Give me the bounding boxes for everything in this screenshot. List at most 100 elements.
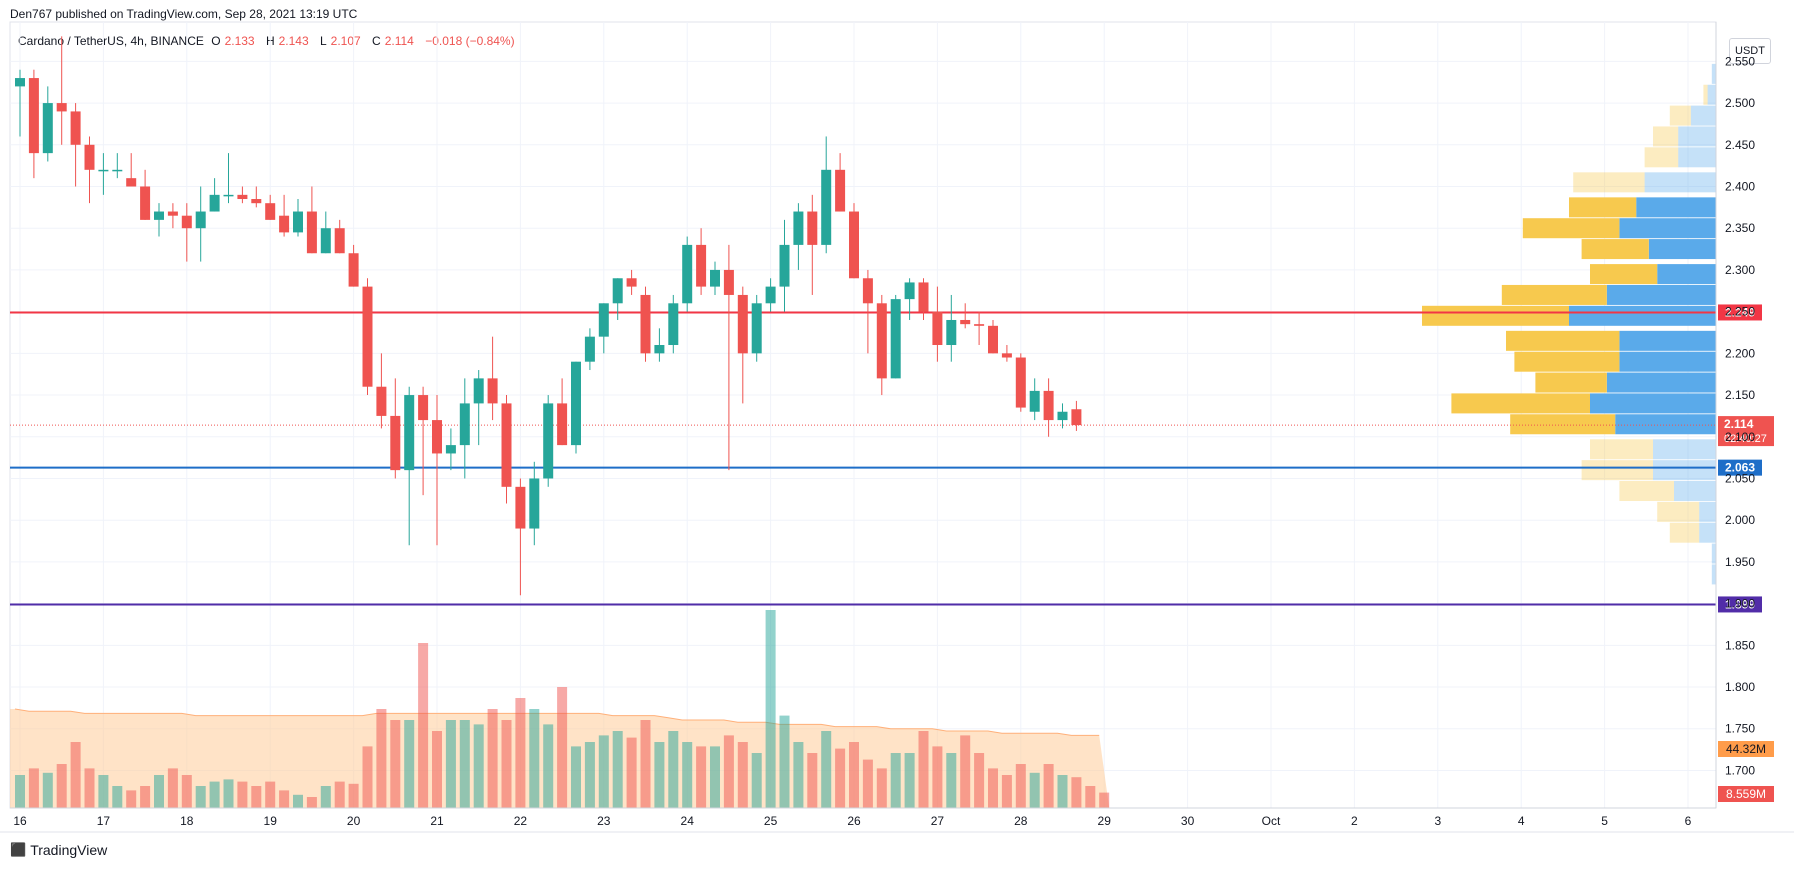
volume-bar [682,742,693,808]
candle-body [960,319,971,325]
volume-profile-down [1569,197,1637,218]
volume-bar [640,720,651,808]
volume-profile-down [1451,393,1590,414]
y-tick-label: 2.450 [1725,138,1755,152]
volume-bar [348,783,359,808]
volume-profile-layer [1422,63,1716,585]
volume-bar [306,797,317,808]
close-value: 2.114 [384,34,414,48]
volume-bar [960,735,971,808]
candle-body [626,278,637,287]
candle-body [209,194,220,212]
x-tick-label: 22 [514,814,528,828]
x-tick-label: 17 [97,814,111,828]
candle-body [515,486,526,529]
volume-profile-up [1606,284,1716,305]
volume-bar [181,775,192,808]
candle-body [682,244,693,304]
volume-bar [696,746,707,808]
volume-profile-down [1510,414,1616,435]
candle-body [1029,390,1040,412]
volume-bar [473,724,484,808]
volume-bar [668,731,679,808]
volume-ma-label: 44.32M [1726,742,1766,756]
volume-bar [1057,775,1068,808]
volume-bar [98,775,109,808]
grid-layer [9,21,1717,809]
candle-body [1015,357,1026,408]
volume-profile-up [1619,351,1716,372]
candle-body [223,194,234,197]
candle-body [181,215,192,229]
candle-body [557,403,568,446]
candle-body [445,445,456,454]
y-tick-label: 2.050 [1725,471,1755,485]
candle-body [279,215,290,233]
y-tick-label: 2.150 [1725,388,1755,402]
open-label: O [211,34,221,48]
volume-profile-down [1422,305,1569,326]
y-tick-label: 1.900 [1725,597,1755,611]
candle-body [1057,411,1068,421]
volume-bar [1029,772,1040,808]
volume-bar [459,720,470,808]
volume-bar [515,698,526,808]
candle-body [320,228,331,254]
volume-bar [835,748,846,808]
volume-bar [751,753,762,808]
published-byline: Den767 published on TradingView.com, Sep… [10,7,358,21]
candle-body [473,378,484,404]
candle-body [696,244,707,287]
volume-bar [251,786,262,808]
volume-profile-down [1644,147,1679,168]
volume-bar [167,768,178,808]
volume-bar [209,781,220,808]
volume-bar [487,709,498,808]
x-tick-label: 24 [681,814,695,828]
x-tick-label: 21 [430,814,444,828]
volume-profile-down [1581,460,1653,481]
volume-bar [362,746,373,808]
y-tick-label: 1.750 [1725,722,1755,736]
currency-button[interactable]: USDT [1729,38,1771,64]
candle-body [42,103,53,154]
volume-profile-down [1581,239,1649,260]
volume-profile-up [1674,480,1716,501]
volume-bar [890,753,901,808]
volume-last-label: 8.559M [1726,787,1766,801]
volume-bar [932,746,943,808]
candle-body [293,211,303,233]
low-label: L [319,34,327,48]
levels-layer: 2.249 2.063 1.899 2.114 02:40:27 44.32M 8.559M [10,304,1774,802]
candle-body [821,169,832,245]
x-tick-label: 27 [931,814,945,828]
candle-body [710,269,720,287]
current-price-label: 2.114 [1724,417,1754,431]
volume-profile-up [1615,414,1716,435]
volume-profile-down [1522,218,1620,239]
volume-profile-down [1501,284,1607,305]
volume-profile-down [1669,522,1700,543]
volume-bar [793,742,804,808]
candle-body [376,386,387,416]
volume-bar [42,772,53,808]
symbol-name[interactable]: Cardano / TetherUS, 4h, BINANCE [18,34,204,48]
volume-bar [1099,792,1110,808]
countdown-label: 02:40:27 [1724,433,1767,445]
volume-profile-down [1535,372,1607,393]
tradingview-logo[interactable]: ⬛ TradingView [10,842,107,858]
candle-body [529,478,540,529]
volume-profile-up [1657,264,1716,285]
volume-bar [195,786,206,808]
volume-bar [390,720,401,808]
volume-bar [1043,764,1054,808]
volume-profile-up [1606,372,1716,393]
volume-profile-up [1678,126,1716,147]
volume-bar [334,781,345,808]
candle-body [654,345,665,354]
volume-bar [418,643,429,808]
volume-bar [654,742,665,808]
volume-profile-down [1573,172,1645,193]
candle-body [779,244,790,287]
